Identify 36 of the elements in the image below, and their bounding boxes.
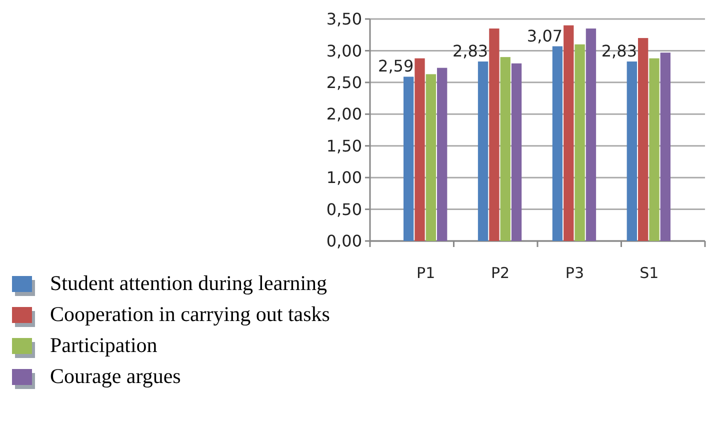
y-tick-label: 0,50 (326, 200, 362, 219)
bar (437, 68, 448, 241)
y-tick-label: 3,00 (326, 41, 362, 60)
y-tick-label: 0,00 (326, 232, 362, 251)
bar (586, 28, 596, 241)
bar (552, 46, 563, 241)
x-tick-label: S1 (640, 264, 659, 282)
bar (414, 58, 425, 241)
bar (626, 61, 637, 241)
x-tick-label: P2 (490, 264, 510, 282)
bar (404, 76, 414, 241)
bar (574, 44, 585, 241)
data-label: 2,83 (601, 41, 637, 60)
legend-label: Student attention during learning (50, 271, 328, 295)
y-tick-label: 3,50 (326, 10, 362, 29)
bar (500, 57, 510, 241)
bar (638, 38, 648, 241)
bar (426, 74, 436, 241)
data-label: 2,59 (378, 56, 414, 76)
legend-label: Participation (50, 333, 158, 357)
legend-label: Cooperation in carrying out tasks (50, 302, 330, 326)
data-label: 2,83 (452, 41, 488, 60)
data-label: 3,07 (526, 26, 563, 46)
legend-label: Courage argues (50, 364, 181, 388)
x-tick-label: P3 (565, 264, 584, 282)
bar (564, 25, 574, 241)
y-tick-label: 1,50 (326, 136, 362, 156)
bar (478, 61, 488, 241)
bar (649, 58, 660, 241)
y-tick-label: 2,00 (326, 104, 362, 124)
x-tick-label: P1 (416, 264, 436, 282)
y-tick-label: 1,00 (326, 168, 362, 188)
bar (660, 52, 670, 241)
bar (489, 28, 500, 241)
bar (511, 63, 522, 241)
y-tick-label: 2,50 (326, 73, 362, 92)
